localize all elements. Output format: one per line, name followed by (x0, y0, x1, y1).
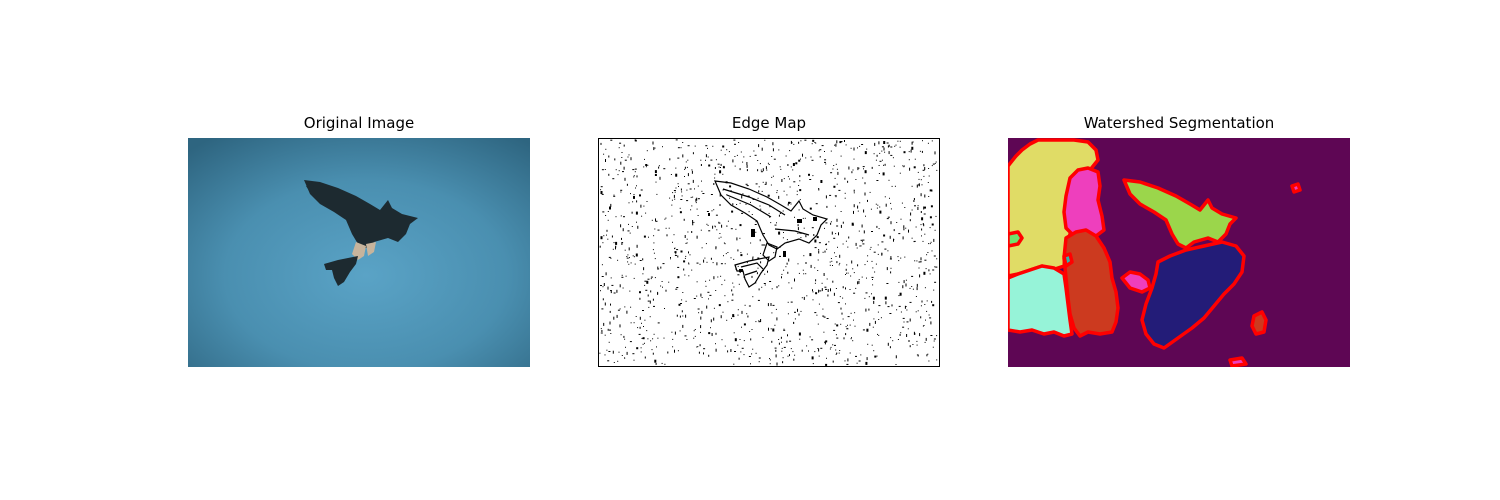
segment-orange-small (1250, 310, 1268, 336)
eagle-silhouette (304, 180, 418, 260)
edge-map-panel (598, 138, 940, 367)
segment-pink-small (1120, 270, 1152, 294)
original-image-panel (188, 138, 530, 367)
edge-map (599, 139, 939, 366)
edge-bird-outline (714, 180, 829, 288)
panel-title-original: Original Image (303, 114, 415, 132)
segment-green-bird (1122, 178, 1238, 250)
segment-lime (1008, 230, 1024, 248)
segment-magenta (1062, 166, 1106, 238)
edge-noise (599, 139, 938, 366)
segment-mint (1008, 264, 1074, 338)
segment-navy (1140, 240, 1246, 350)
panel-title-watershed: Watershed Segmentation (1083, 114, 1275, 132)
panel-title-edge-map: Edge Map (731, 114, 807, 132)
edge-bird-blobs (739, 217, 817, 272)
watershed-panel (1008, 138, 1350, 367)
prey-silhouette (324, 256, 358, 286)
watershed-segmentation (1008, 138, 1350, 367)
segment-teal (1062, 252, 1074, 268)
segment-pink-bottom (1228, 356, 1248, 367)
original-image (188, 138, 530, 367)
segment-pink-tiny (1290, 182, 1302, 194)
